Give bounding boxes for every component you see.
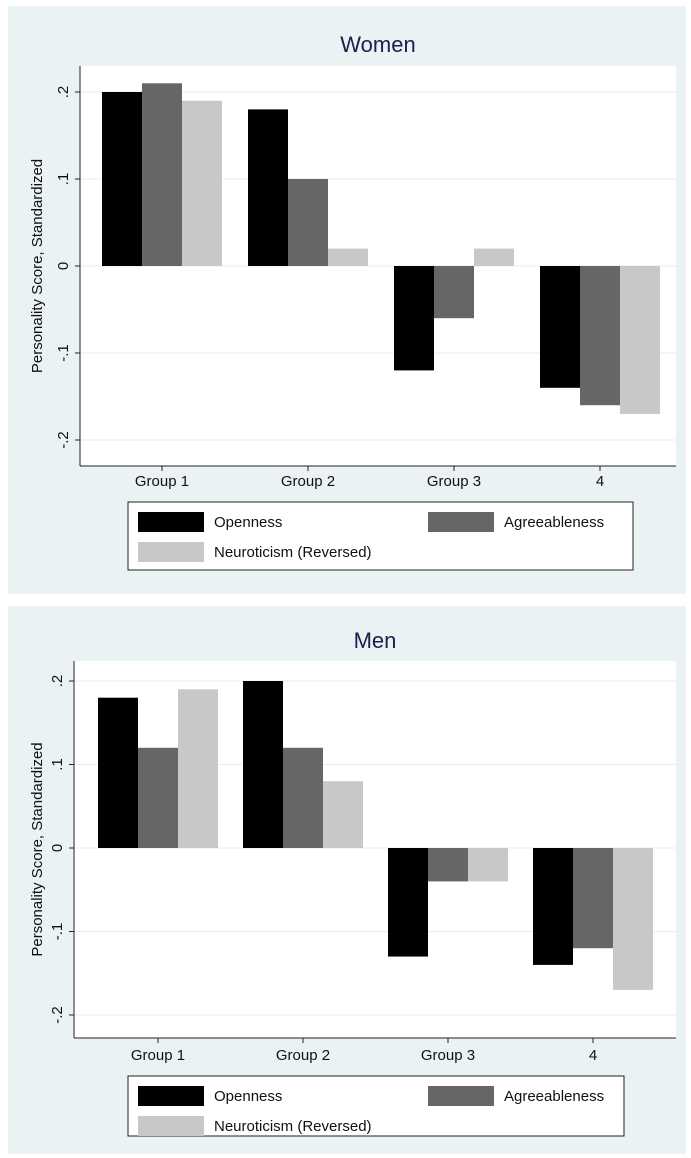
women-legend-label-3: Neuroticism (Reversed) — [214, 544, 372, 561]
women-chart-panel: Women .2 .1 0 -.1 -.2 Personality Score, Stand… — [8, 6, 686, 594]
men-y-axis-label: Personality Score, Standardized — [29, 742, 46, 956]
women-y-tick-label: .2 — [55, 86, 72, 99]
men-bar-openness-4 — [533, 848, 573, 965]
women-y-axis-label: Personality Score, Standardized — [29, 159, 46, 373]
women-bar-neuroticism-reversed-3 — [474, 248, 514, 266]
women-bar-neuroticism-reversed-2 — [328, 248, 368, 266]
women-x-tick-label: Group 2 — [281, 473, 335, 490]
men-chart-title: Men — [354, 628, 397, 653]
men-legend-label-2: Agreeableness — [504, 1088, 604, 1105]
women-bar-agreeableness-4 — [580, 266, 620, 406]
men-bar-neuroticism-reversed-1 — [178, 689, 218, 848]
women-y-tick-label: -.1 — [55, 344, 72, 362]
women-bar-openness-3 — [394, 266, 434, 371]
men-y-tick-label: 0 — [49, 844, 66, 852]
women-legend — [127, 501, 634, 571]
women-legend-swatch-2 — [428, 512, 494, 532]
women-legend-swatch-1 — [138, 512, 204, 532]
women-bar-agreeableness-2 — [288, 179, 328, 266]
men-bar-neuroticism-reversed-4 — [613, 848, 653, 990]
women-legend-label-2: Agreeableness — [504, 514, 604, 531]
women-chart: Women .2 .1 0 -.1 -.2 Personality Score, Stand… — [29, 32, 676, 571]
women-x-tick-label: Group 3 — [427, 473, 481, 490]
men-y-tick-label: .2 — [49, 675, 66, 688]
men-legend — [127, 1075, 625, 1137]
men-legend-swatch-1 — [138, 1086, 204, 1106]
men-x-tick-label: 4 — [589, 1047, 597, 1064]
women-bar-agreeableness-3 — [434, 266, 474, 319]
men-bar-agreeableness-4 — [573, 848, 613, 949]
men-legend-swatch-3 — [138, 1116, 204, 1136]
men-x-tick-label: Group 2 — [276, 1047, 330, 1064]
women-legend-swatch-3 — [138, 542, 204, 562]
women-y-tick-label: -.2 — [55, 431, 72, 449]
men-legend-label-1: Openness — [214, 1088, 282, 1105]
women-bar-neuroticism-reversed-1 — [182, 100, 222, 266]
men-x-tick-label: Group 1 — [131, 1047, 185, 1064]
women-bar-openness-2 — [248, 109, 288, 267]
men-chart-panel: Men .2 .1 0 -.1 -.2 Personality Score, Standar… — [8, 606, 686, 1154]
men-bar-openness-3 — [388, 848, 428, 957]
men-y-tick-label: -.1 — [49, 923, 66, 941]
women-bar-neuroticism-reversed-4 — [620, 266, 660, 414]
men-chart: Men .2 .1 0 -.1 -.2 Personality Score, Standar… — [29, 628, 676, 1137]
women-y-tick-label: 0 — [55, 262, 72, 270]
men-bar-agreeableness-1 — [138, 747, 178, 848]
men-x-tick-label: Group 3 — [421, 1047, 475, 1064]
women-legend-label-1: Openness — [214, 514, 282, 531]
men-legend-swatch-2 — [428, 1086, 494, 1106]
men-legend-label-3: Neuroticism (Reversed) — [214, 1118, 372, 1135]
women-chart-title: Women — [340, 32, 415, 57]
men-bar-openness-2 — [243, 681, 283, 848]
men-bar-openness-1 — [98, 697, 138, 848]
men-bar-neuroticism-reversed-3 — [468, 848, 508, 882]
women-bar-agreeableness-1 — [142, 83, 182, 266]
women-bar-openness-4 — [540, 266, 580, 388]
women-bar-openness-1 — [102, 92, 142, 266]
women-x-tick-label: Group 1 — [135, 473, 189, 490]
men-y-tick-label: .1 — [49, 758, 66, 771]
men-bar-neuroticism-reversed-2 — [323, 781, 363, 848]
men-y-tick-label: -.2 — [49, 1006, 66, 1024]
women-y-tick-label: .1 — [55, 173, 72, 186]
men-bar-agreeableness-2 — [283, 747, 323, 848]
men-bar-agreeableness-3 — [428, 848, 468, 882]
women-x-tick-label: 4 — [596, 473, 604, 490]
